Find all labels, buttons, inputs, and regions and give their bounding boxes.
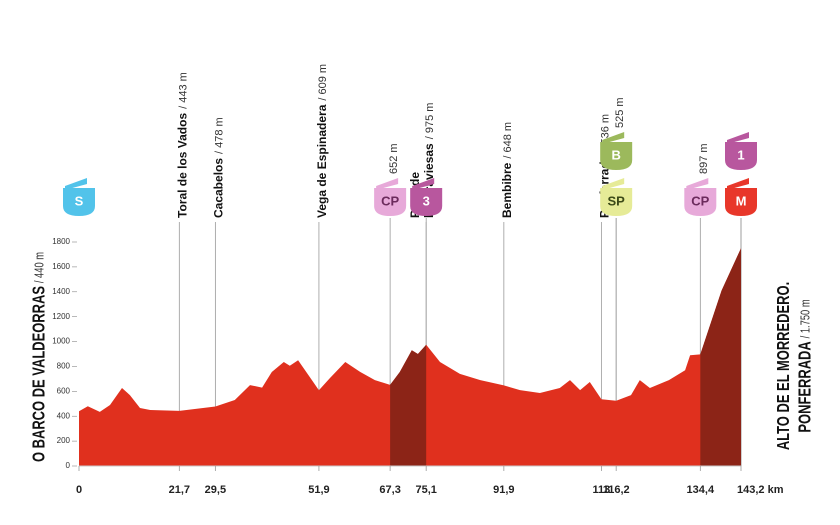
x-tick-label: 116,2 bbox=[603, 484, 630, 496]
marker-label: B bbox=[611, 147, 620, 162]
marker-badge: CP bbox=[684, 178, 717, 216]
marker-body bbox=[410, 188, 443, 216]
y-tick-label: 1800 bbox=[52, 237, 70, 246]
marker-badge: S bbox=[63, 178, 95, 216]
waypoint-name: Toral de los Vados bbox=[175, 113, 189, 218]
y-tick-label: 0 bbox=[66, 461, 71, 470]
y-tick-label: 200 bbox=[57, 436, 71, 445]
y-tick-label: 1200 bbox=[52, 312, 70, 321]
y-tick-label: 600 bbox=[57, 386, 71, 395]
waypoint-label: Toral de los Vados / 443 m bbox=[175, 72, 189, 218]
waypoint-name: Cacabelos bbox=[212, 158, 226, 218]
marker-label: CP bbox=[691, 193, 709, 208]
marker-label: M bbox=[736, 193, 747, 208]
y-tick-label: 1000 bbox=[52, 337, 70, 346]
waypoint-name: Bembibre bbox=[500, 162, 514, 218]
marker-label: 1 bbox=[737, 147, 744, 162]
waypoint-elevation: / 975 m bbox=[424, 103, 436, 140]
marker-label: 3 bbox=[423, 193, 430, 208]
x-tick-label: 75,1 bbox=[415, 484, 436, 496]
waypoint-label: Bembibre / 648 m bbox=[500, 122, 514, 218]
y-tick-label: 400 bbox=[57, 411, 71, 420]
marker-badge: 3 bbox=[410, 178, 443, 216]
waypoint-elevation: / 609 m bbox=[317, 64, 329, 101]
marker-elevation: 652 m bbox=[388, 143, 400, 174]
waypoint-name: Vega de Espinadera bbox=[315, 104, 329, 218]
start-label: O BARCO DE VALDEORRAS / 440 m bbox=[30, 252, 50, 462]
finish-elevation: / 1.750 m bbox=[799, 299, 813, 338]
marker-flag bbox=[65, 178, 87, 190]
x-tick-label: 21,7 bbox=[169, 484, 190, 496]
start-elevation: / 440 m bbox=[33, 252, 47, 283]
x-tick-label: 91,9 bbox=[493, 484, 514, 496]
waypoint-elevation: / 648 m bbox=[502, 122, 514, 159]
marker-badge: SP bbox=[600, 178, 633, 216]
marker-body bbox=[725, 188, 757, 216]
marker-flag bbox=[602, 132, 625, 144]
finish-label: ALTO DE EL MORREDERO. bbox=[774, 282, 794, 450]
waypoint-elevation: / 478 m bbox=[213, 117, 225, 154]
marker-body bbox=[600, 188, 633, 216]
x-tick-label: 143,2 km bbox=[737, 484, 784, 496]
y-tick-label: 1600 bbox=[52, 262, 70, 271]
marker-elevation: 525 m bbox=[614, 97, 626, 128]
marker-flag bbox=[376, 178, 399, 190]
climb-segment bbox=[390, 344, 427, 466]
marker-flag bbox=[686, 178, 709, 190]
waypoint-label: Cacabelos / 478 m bbox=[212, 117, 226, 218]
finish-label: PONFERRADA / 1.750 m bbox=[796, 299, 816, 432]
marker-label: S bbox=[75, 193, 84, 208]
marker-flag bbox=[602, 178, 625, 190]
x-tick-label: 0 bbox=[76, 484, 82, 496]
marker-body bbox=[374, 188, 407, 216]
x-tick-label: 134,4 bbox=[687, 484, 715, 496]
x-tick-label: 67,3 bbox=[379, 484, 400, 496]
climb-segment bbox=[700, 248, 741, 466]
start-name: O BARCO DE VALDEORRAS bbox=[30, 286, 50, 462]
marker-body bbox=[63, 188, 95, 216]
marker-elevation: 897 m bbox=[698, 143, 710, 174]
marker-badge: CP bbox=[374, 178, 407, 216]
finish-name: PONFERRADA bbox=[796, 341, 816, 432]
marker-badge: M bbox=[725, 178, 757, 216]
x-tick-label: 113 bbox=[593, 484, 611, 496]
marker-flag bbox=[412, 178, 435, 190]
waypoint-elevation: / 443 m bbox=[177, 72, 189, 109]
marker-body bbox=[725, 142, 757, 170]
y-tick-label: 1400 bbox=[52, 287, 70, 296]
x-tick-label: 51,9 bbox=[308, 484, 329, 496]
marker-flag bbox=[727, 132, 749, 144]
x-tick-label: 29,5 bbox=[205, 484, 226, 496]
marker-badge: 1 bbox=[725, 132, 757, 170]
marker-label: SP bbox=[608, 193, 626, 208]
marker-flag bbox=[727, 178, 749, 190]
y-tick-label: 800 bbox=[57, 362, 71, 371]
marker-badge: B bbox=[600, 132, 633, 170]
marker-body bbox=[600, 142, 633, 170]
marker-body bbox=[684, 188, 717, 216]
waypoint-label: Vega de Espinadera / 609 m bbox=[315, 64, 329, 218]
marker-label: CP bbox=[381, 193, 399, 208]
